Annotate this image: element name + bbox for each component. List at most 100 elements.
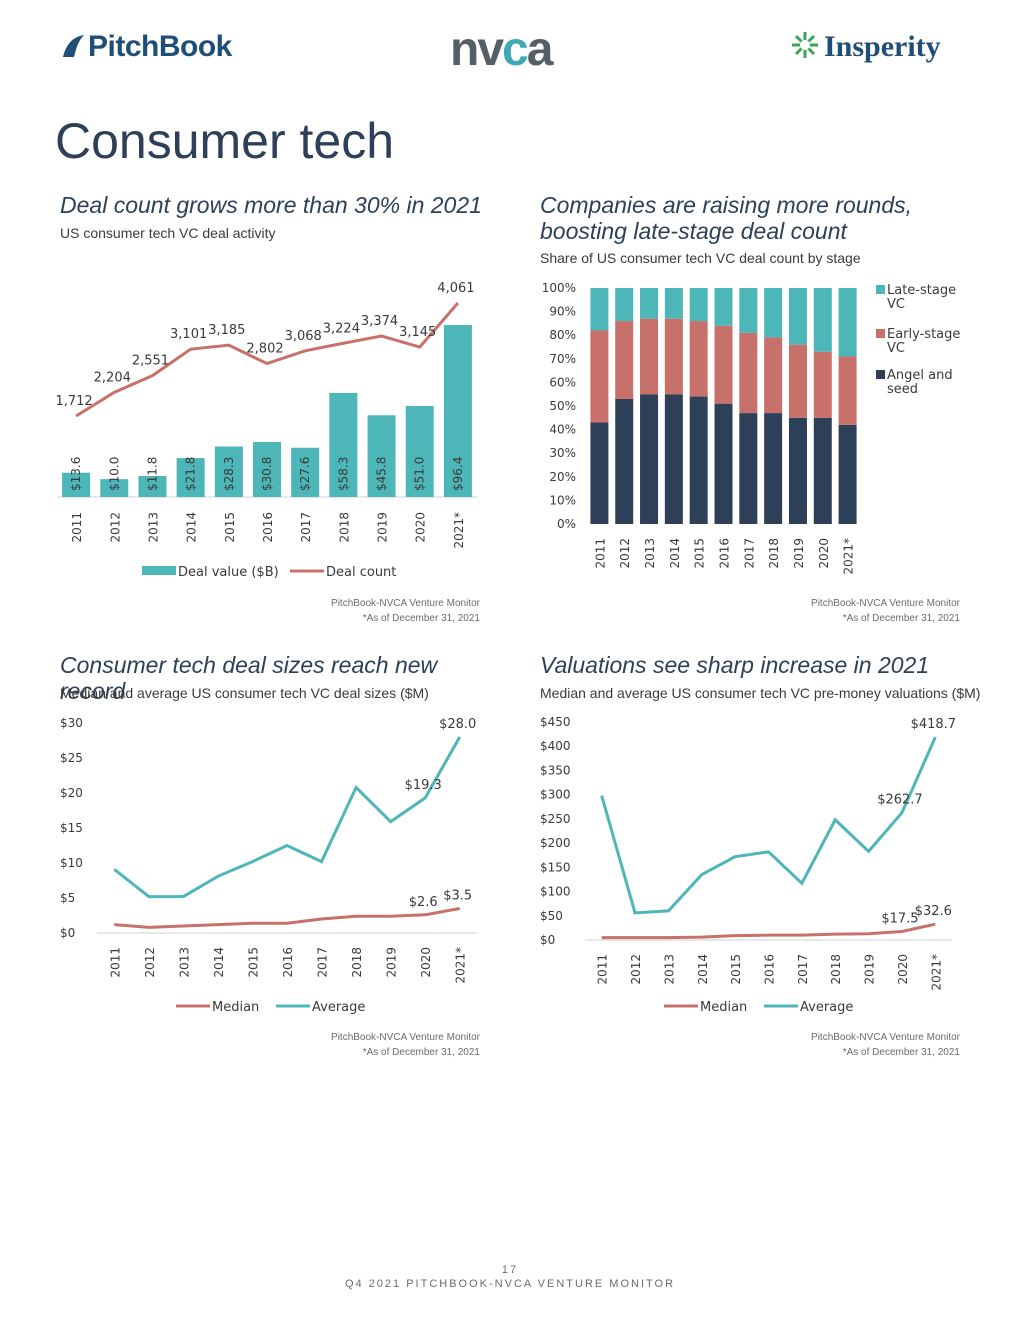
chart2-bar-segment-angel-and-seed	[615, 398, 634, 524]
chart4-y-tick-label: $450	[540, 715, 571, 729]
chart3-x-tick-label: 2019	[385, 947, 399, 978]
chart2-bar-segment-late-stage-vc	[689, 288, 708, 322]
chart2-y-tick-label: 60%	[549, 375, 576, 389]
chart1-line-value-label: 1,712	[55, 394, 92, 409]
chart1-deal-activity: $13.6 $10.0 $11.8 $21.8 $28.3 $30.8 $27.6 $58.3…	[55, 281, 477, 580]
chart4-y-tick-label: $200	[540, 836, 571, 850]
chart1-x-tick-label: 2016	[261, 512, 275, 543]
chart3-point-label: $19.3	[405, 778, 442, 793]
chart2-bar-segment-early-stage-vc	[689, 321, 708, 397]
chart1-title: Deal count grows more than 30% in 2021	[60, 192, 482, 218]
chart2-x-tick-label: 2019	[792, 538, 806, 569]
chart2-bar-segment-early-stage-vc	[590, 330, 609, 423]
chart4-point-label: $418.7	[911, 717, 957, 732]
chart4-x-tick-label: 2016	[763, 954, 777, 985]
chart1-x-tick-label: 2017	[299, 512, 313, 543]
chart3-x-tick-label: 2017	[316, 947, 330, 978]
pitchbook-logo: PitchBook	[60, 30, 232, 64]
chart1-deal-count-line	[75, 302, 460, 418]
chart4-y-tick-label: $350	[540, 763, 571, 777]
chart3-point-label: $3.5	[443, 889, 472, 904]
chart4-subtitle: Median and average US consumer tech VC p…	[540, 685, 981, 701]
chart4-x-tick-label: 2019	[863, 954, 877, 985]
chart1-bar	[405, 406, 434, 497]
chart2-bar-segment-late-stage-vc	[813, 288, 832, 352]
chart2-y-tick-label: 40%	[549, 423, 576, 437]
chart2-y-tick-label: 0%	[557, 517, 576, 531]
chart2-y-tick-label: 10%	[549, 493, 576, 507]
pitchbook-logo-text: PitchBook	[88, 30, 232, 63]
chart2-bar-segment-early-stage-vc	[838, 356, 857, 425]
chart3-y-tick-label: $30	[60, 716, 83, 730]
chart2-x-tick-label: 2020	[817, 538, 831, 569]
chart3-point-label: $28.0	[439, 717, 476, 732]
chart4-y-tick-label: $100	[540, 885, 571, 899]
chart3-x-tick-label: 2018	[350, 947, 364, 978]
chart1-source: PitchBook-NVCA Venture Monitor *As of De…	[180, 596, 480, 626]
chart4-y-tick-label: $0	[540, 933, 555, 947]
chart1-legend-deal-value-b-swatch	[142, 566, 176, 575]
chart3-y-tick-label: $5	[60, 891, 75, 905]
chart2-legend-early-stage-vc-label: Early-stage VC	[887, 327, 960, 356]
chart1-line-value-label: 3,374	[361, 314, 398, 329]
chart2-bar-segment-early-stage-vc	[714, 325, 733, 404]
chart3-source: PitchBook-NVCA Venture Monitor *As of De…	[180, 1030, 480, 1060]
chart3-x-tick-label: 2013	[177, 947, 191, 978]
chart4-point-label: $32.6	[915, 904, 952, 919]
chart1-bar	[214, 446, 243, 497]
chart3-deal-sizes: $0 $5 $10 $15 $20 $25 $30 $2.6 $3.5 $19.3 $28.0 201…	[60, 716, 477, 1015]
chart1-bar-value-label: $45.8	[375, 457, 389, 491]
chart4-x-tick-label: 2021*	[929, 954, 943, 991]
insperity-mark-icon	[792, 32, 818, 58]
chart1-line-value-label: 4,061	[437, 281, 474, 296]
chart1-line-value-label: 2,551	[132, 354, 169, 369]
nvca-logo-prefix: nv	[450, 23, 504, 76]
chart4-x-tick-label: 2017	[796, 954, 810, 985]
chart2-bar-segment-late-stage-vc	[838, 288, 857, 357]
chart2-subtitle: Share of US consumer tech VC deal count …	[540, 250, 861, 266]
chart2-bar-segment-angel-and-seed	[739, 413, 758, 524]
chart2-bar-segment-late-stage-vc	[739, 288, 758, 333]
chart2-bar-segment-early-stage-vc	[664, 318, 683, 395]
chart2-y-tick-label: 90%	[549, 305, 576, 319]
chart1-source-note: *As of December 31, 2021	[362, 613, 480, 624]
chart2-bar-segment-late-stage-vc	[590, 288, 609, 331]
chart1-bar-value-label: $28.3	[222, 457, 236, 491]
chart4-legend-median-label: Median	[700, 1000, 747, 1015]
chart3-y-tick-label: $20	[60, 786, 83, 800]
nvca-logo-suffix: a	[526, 23, 554, 76]
chart2-bar-segment-early-stage-vc	[739, 332, 758, 414]
chart2-y-tick-label: 20%	[549, 470, 576, 484]
chart1-bar	[329, 392, 358, 497]
chart4-source-text: PitchBook-NVCA Venture Monitor	[811, 1032, 960, 1043]
chart2-x-tick-label: 2012	[618, 538, 632, 569]
chart4-x-tick-label: 2018	[829, 954, 843, 985]
chart2-legend-angel-and-seed-label: Angel and seed	[887, 368, 953, 397]
chart3-y-tick-label: $25	[60, 751, 83, 765]
chart2-y-tick-label: 100%	[542, 281, 576, 295]
chart4-point-label: $17.5	[881, 912, 918, 927]
chart4-y-tick-label: $50	[540, 909, 563, 923]
chart3-y-tick-label: $10	[60, 856, 83, 870]
chart4-x-tick-label: 2013	[662, 954, 676, 985]
chart1-legend-deal-value-b-label: Deal value ($B)	[178, 565, 279, 580]
chart4-line-average	[600, 736, 937, 915]
chart3-legend-average-label: Average	[312, 1000, 365, 1015]
chart2-y-tick-label: 30%	[549, 446, 576, 460]
chart2-bar-segment-late-stage-vc	[664, 288, 683, 319]
chart2-x-tick-label: 2015	[693, 538, 707, 569]
chart1-x-tick-label: 2018	[337, 512, 351, 543]
chart2-bar-segment-angel-and-seed	[640, 394, 659, 524]
chart1-bar-value-label: $21.8	[184, 457, 198, 491]
chart1-bar	[443, 325, 472, 497]
chart1-bar	[138, 475, 167, 497]
chart4-line-median	[601, 922, 936, 940]
chart4-x-tick-label: 2015	[729, 954, 743, 985]
chart1-x-tick-label: 2020	[414, 512, 428, 543]
chart1-line-value-label: 3,101	[170, 327, 207, 342]
chart1-x-tick-label: 2015	[223, 512, 237, 543]
chart2-source: PitchBook-NVCA Venture Monitor *As of De…	[660, 596, 960, 626]
chart1-line-value-label: 2,802	[246, 342, 283, 357]
chart4-y-tick-label: $300	[540, 788, 571, 802]
chart3-x-tick-label: 2015	[246, 947, 260, 978]
